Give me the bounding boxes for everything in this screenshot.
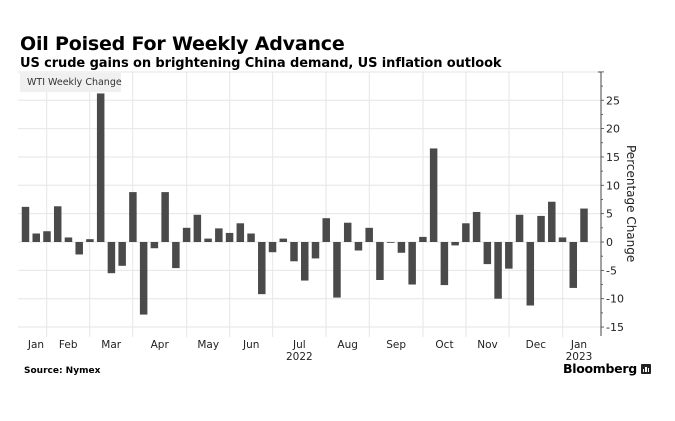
bar bbox=[258, 242, 266, 295]
bar bbox=[333, 242, 341, 298]
x-year-label: 2022 bbox=[286, 351, 313, 363]
x-tick-label: Jul bbox=[292, 339, 306, 351]
bar bbox=[193, 214, 202, 242]
source-note: Source: Nymex bbox=[24, 366, 101, 376]
x-tick-label: Jun bbox=[242, 339, 259, 351]
bar bbox=[429, 148, 438, 242]
bar bbox=[322, 218, 330, 242]
bar bbox=[53, 206, 62, 242]
bar bbox=[494, 242, 502, 299]
x-tick-label: Oct bbox=[435, 339, 453, 351]
y-tick-label: -5 bbox=[606, 264, 617, 277]
x-tick-label: May bbox=[197, 339, 219, 351]
bar bbox=[343, 222, 352, 242]
bar bbox=[118, 242, 126, 266]
bar bbox=[161, 192, 169, 242]
x-year-label: 2023 bbox=[566, 351, 593, 363]
bar bbox=[483, 242, 492, 265]
bar bbox=[107, 242, 116, 274]
bar bbox=[150, 242, 159, 249]
y-tick-label: 15 bbox=[606, 151, 620, 164]
x-tick-label: Jan bbox=[570, 339, 587, 351]
bar bbox=[354, 242, 363, 251]
bar bbox=[548, 201, 556, 242]
bar bbox=[397, 242, 406, 253]
bar bbox=[43, 231, 51, 242]
bar bbox=[279, 238, 288, 242]
bar bbox=[215, 228, 223, 242]
bar bbox=[225, 232, 234, 242]
bar bbox=[182, 227, 191, 242]
bar bbox=[376, 242, 384, 280]
bar bbox=[311, 242, 320, 259]
bar bbox=[462, 223, 470, 242]
y-axis-title: Percentage Change bbox=[624, 145, 638, 262]
bar bbox=[451, 242, 459, 246]
x-tick-label: Aug bbox=[337, 339, 358, 351]
bar bbox=[386, 242, 395, 243]
x-tick-label: Sep bbox=[386, 339, 406, 351]
bar bbox=[580, 208, 588, 242]
bar bbox=[515, 214, 524, 242]
x-tick-label: Feb bbox=[59, 339, 78, 351]
bar bbox=[526, 242, 535, 306]
bar bbox=[558, 237, 567, 242]
y-tick-label: 5 bbox=[606, 208, 613, 221]
bar bbox=[408, 242, 416, 285]
y-tick-label: -10 bbox=[606, 293, 624, 306]
bar bbox=[86, 239, 94, 242]
bar bbox=[247, 233, 255, 242]
x-axis-labels: Jan Feb Mar Apr May Jun Jul Aug Sep Oct Nov Dec Jan2… bbox=[27, 339, 592, 363]
brand-name: Bloomberg bbox=[563, 361, 637, 376]
gridlines bbox=[18, 71, 601, 337]
legend: WTI Weekly Change bbox=[20, 73, 122, 92]
y-tick-label: 20 bbox=[606, 123, 620, 136]
x-tick-label: Mar bbox=[101, 339, 121, 351]
bar bbox=[365, 227, 373, 242]
y-tick-label: -15 bbox=[606, 321, 624, 334]
bar bbox=[129, 192, 137, 242]
y-tick-label: 25 bbox=[606, 94, 620, 107]
legend-label: WTI Weekly Change bbox=[27, 77, 122, 88]
y-tick-label: 10 bbox=[606, 179, 620, 192]
bar bbox=[301, 242, 309, 281]
bar bbox=[440, 242, 449, 286]
chart-title: Oil Poised For Weekly Advance bbox=[20, 33, 345, 55]
bar bbox=[290, 242, 298, 262]
y-axis: 25 20 15 10 5 0 -5 -10 -15 bbox=[598, 71, 624, 336]
bar bbox=[64, 237, 73, 242]
bar bbox=[537, 215, 545, 242]
bar bbox=[569, 242, 578, 288]
x-tick-label: Jan bbox=[27, 339, 44, 351]
bar bbox=[32, 233, 40, 242]
bloomberg-chart-icon bbox=[640, 363, 651, 374]
bar bbox=[268, 242, 277, 253]
x-tick-label: Apr bbox=[151, 339, 170, 351]
bar bbox=[419, 236, 427, 242]
bar bbox=[139, 242, 148, 315]
bar bbox=[236, 223, 245, 242]
x-tick-label: Nov bbox=[477, 339, 498, 351]
bar bbox=[204, 238, 212, 242]
bar bbox=[96, 93, 105, 242]
bar bbox=[472, 211, 481, 242]
bar bbox=[21, 206, 30, 242]
bloomberg-logo: Bloomberg bbox=[563, 361, 651, 376]
bar bbox=[505, 242, 513, 269]
bars bbox=[21, 93, 588, 315]
y-tick-label: 0 bbox=[606, 236, 613, 249]
bar bbox=[172, 242, 180, 269]
chart-subtitle: US crude gains on brightening China dema… bbox=[20, 56, 502, 71]
bar bbox=[75, 242, 83, 255]
x-tick-label: Dec bbox=[526, 339, 547, 351]
